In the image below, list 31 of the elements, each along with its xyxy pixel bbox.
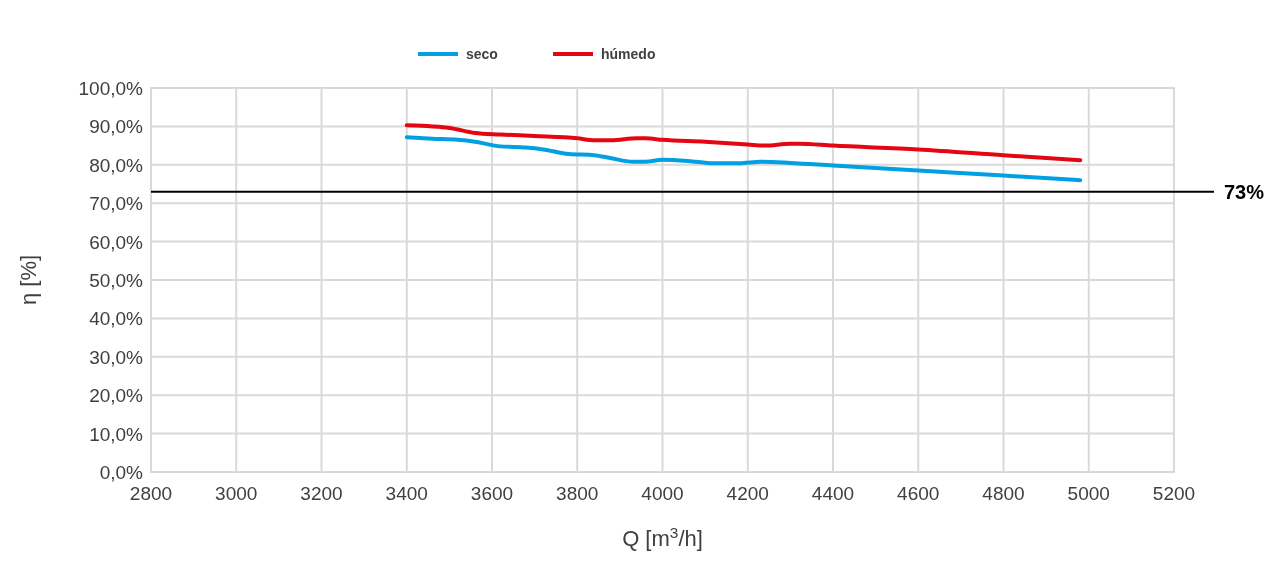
x-tick-label: 5000 [1067, 483, 1110, 504]
x-tick-label: 3000 [215, 483, 258, 504]
y-tick-label: 10,0% [89, 423, 144, 445]
y-tick-label: 100,0% [78, 78, 144, 99]
y-axis-title: η [%] [16, 254, 41, 306]
x-axis-title: Q [m$^{3}$/h] [622, 523, 703, 551]
x-tick-label: 3600 [470, 483, 514, 504]
line-series [404, 135, 1083, 183]
y-tick-label: 70,0% [89, 193, 144, 215]
x-tick-label: 4000 [641, 483, 684, 504]
x-tick-label: 3200 [300, 483, 343, 504]
x-tick-label: 2800 [129, 483, 173, 504]
y-tick-label: 0,0% [99, 462, 144, 483]
x-tick-label: 3800 [556, 483, 599, 504]
x-tick-label: 5200 [1152, 483, 1196, 504]
x-tick-label: 4400 [811, 483, 855, 504]
legend-label: húmedo [601, 46, 656, 62]
legend-label: seco [466, 46, 498, 62]
y-tick-label: 40,0% [89, 308, 144, 330]
ref-line-label: 73% [1223, 180, 1265, 203]
y-tick-label: 80,0% [89, 154, 144, 176]
x-tick-label: 4600 [897, 483, 940, 504]
y-tick-label: 30,0% [89, 346, 144, 368]
x-tick-label: 3400 [385, 483, 428, 504]
y-tick-label: 20,0% [89, 385, 144, 407]
x-tick-label: 4800 [982, 483, 1025, 504]
y-tick-label: 90,0% [89, 116, 144, 138]
line-series [404, 123, 1083, 163]
y-tick-label: 60,0% [89, 231, 144, 253]
x-tick-label: 4200 [726, 483, 769, 504]
y-tick-label: 50,0% [89, 270, 144, 291]
